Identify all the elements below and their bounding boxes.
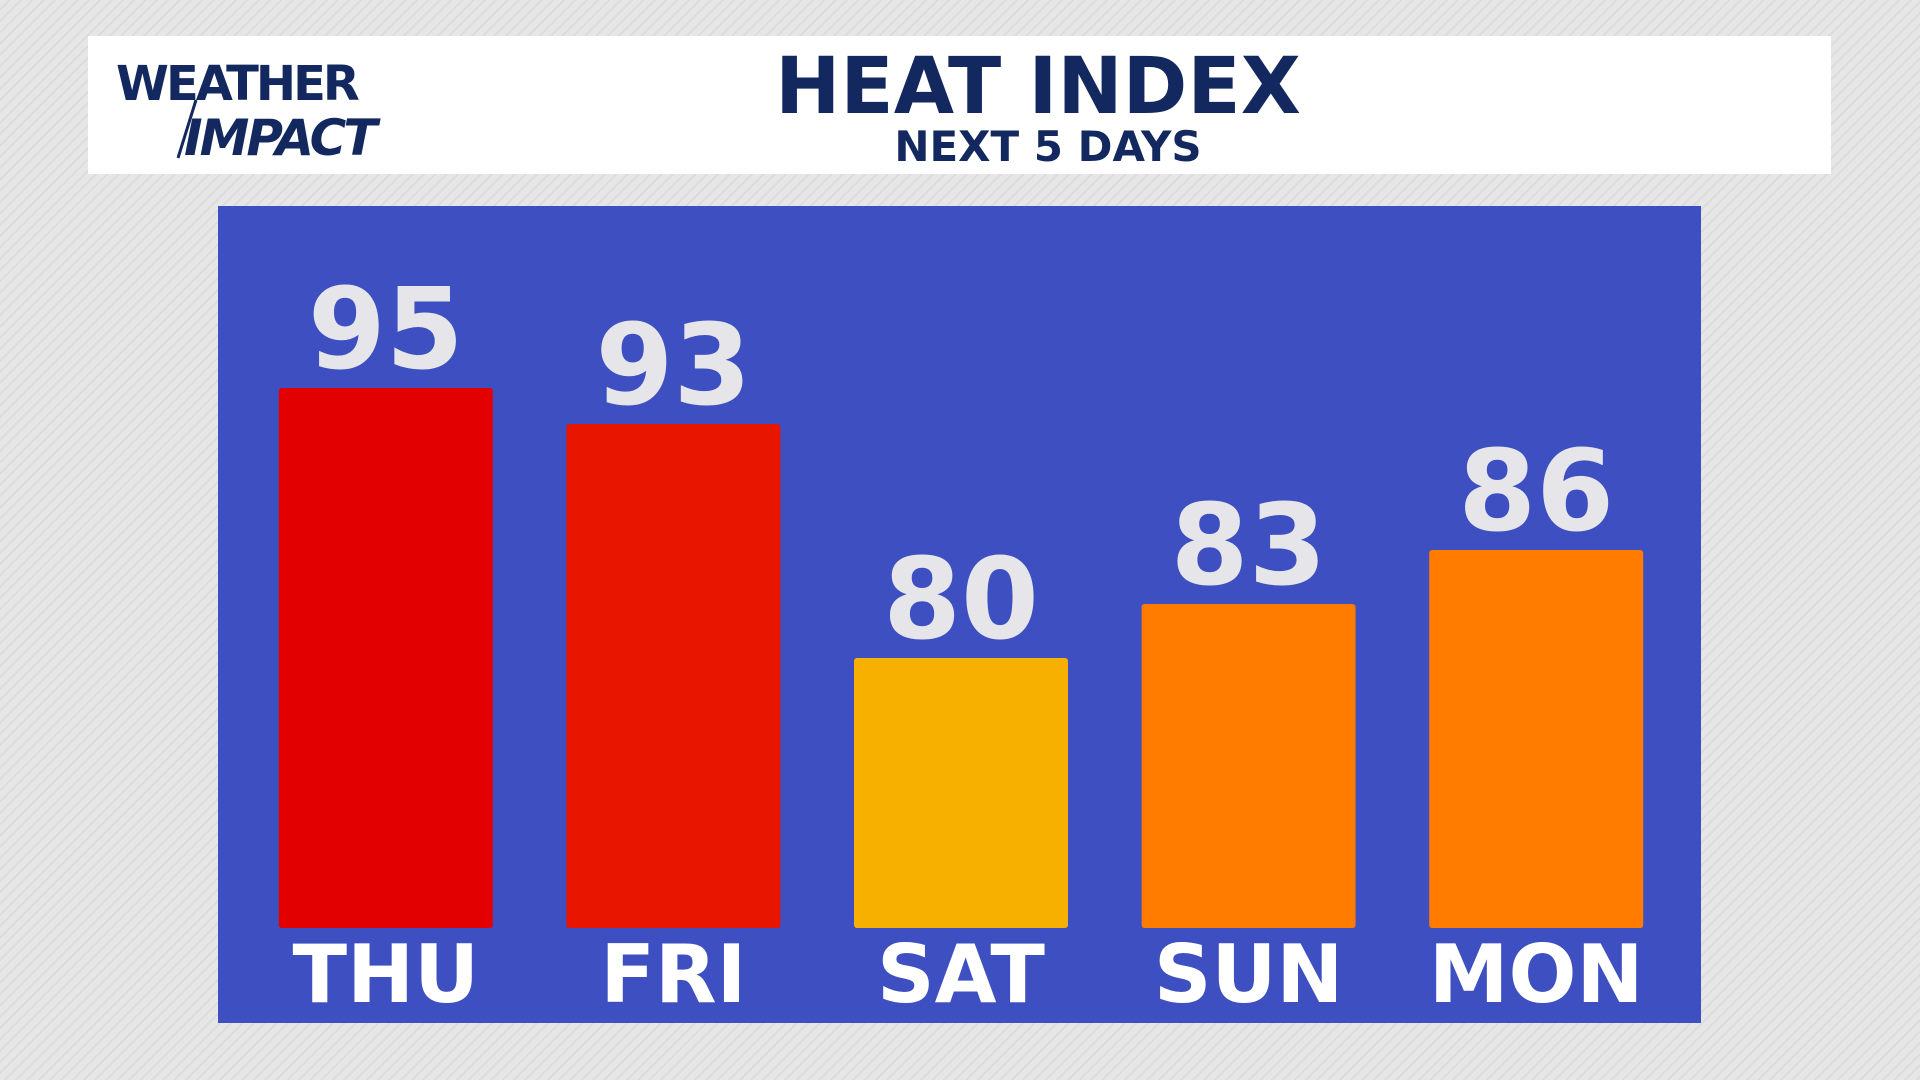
x-tick-label: FRI <box>600 928 746 1021</box>
x-tick-label: SUN <box>1154 928 1344 1021</box>
logo-line2: IMPACT <box>184 109 381 167</box>
x-tick-label: MON <box>1429 928 1644 1021</box>
x-tick-label: THU <box>293 928 479 1021</box>
x-tick-label: SAT <box>877 928 1045 1021</box>
value-label: 93 <box>595 301 751 431</box>
header-band <box>88 36 1831 174</box>
value-label: 86 <box>1458 427 1614 557</box>
chart-subtitle: NEXT 5 DAYS <box>894 122 1201 171</box>
bar <box>1141 604 1356 928</box>
logo-slash <box>176 99 198 159</box>
value-label: 83 <box>1171 481 1327 611</box>
value-label: 80 <box>883 535 1039 665</box>
chart-title: HEAT INDEX <box>775 42 1301 132</box>
bar <box>1429 550 1644 928</box>
bar <box>854 658 1068 928</box>
value-label: 95 <box>308 265 464 395</box>
bar <box>566 424 781 928</box>
bar <box>278 388 493 928</box>
logo-line1: WEATHER <box>116 56 359 112</box>
